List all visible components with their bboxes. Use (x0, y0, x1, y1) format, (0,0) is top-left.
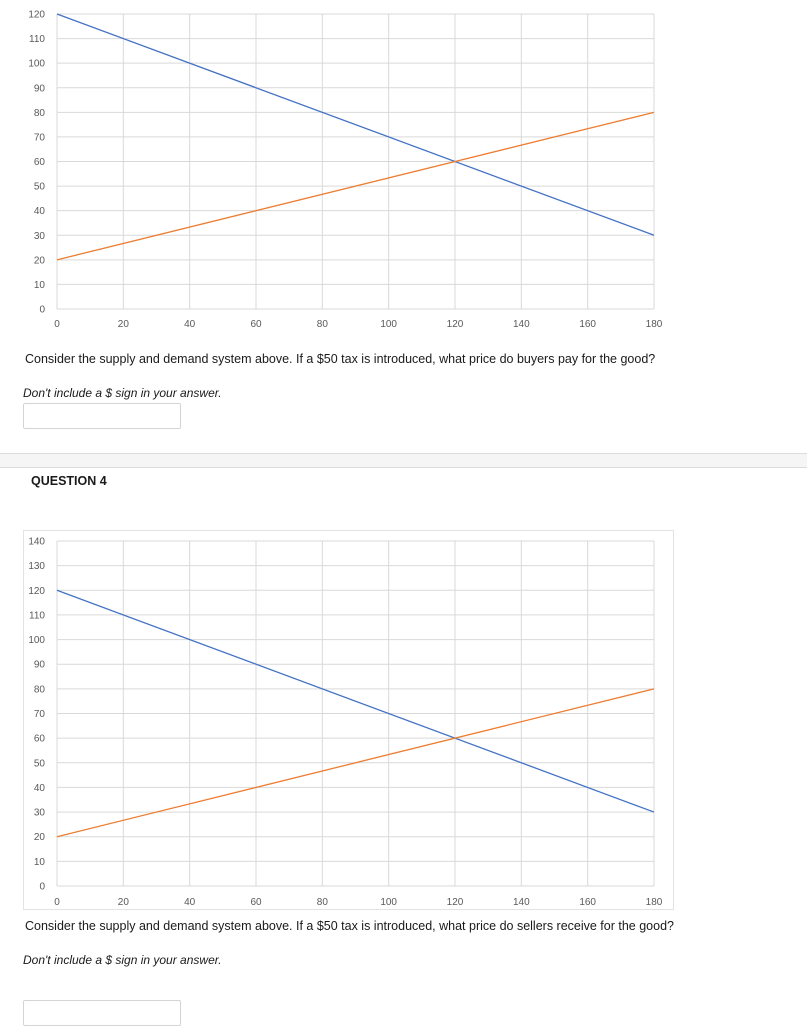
x-tick-label: 160 (579, 897, 596, 908)
x-tick-label: 0 (54, 897, 60, 908)
question-4-prompt: Consider the supply and demand system ab… (25, 919, 674, 933)
y-tick-label: 40 (34, 783, 46, 794)
y-tick-label: 20 (34, 255, 46, 266)
question-3-answer-field[interactable] (23, 403, 181, 429)
y-tick-label: 100 (28, 635, 45, 646)
supply-line (56, 111, 655, 261)
chart-1: 0 10 20 30 40 50 60 70 80 90 100 110 120 0 20 40 60 80 100… (28, 10, 663, 331)
x-tick-label: 140 (513, 319, 530, 330)
x-tick-label: 40 (184, 897, 196, 908)
x-tick-label: 180 (646, 319, 663, 330)
question-4-answer-field[interactable] (23, 1000, 181, 1026)
y-tick-label: 110 (29, 34, 45, 45)
x-tick-label: 20 (118, 897, 130, 908)
x-tick-label: 40 (184, 319, 196, 330)
y-tick-label: 80 (34, 684, 46, 695)
y-tick-label: 40 (34, 206, 46, 217)
y-tick-label: 140 (28, 537, 45, 548)
y-tick-label: 110 (29, 610, 45, 621)
y-tick-label: 20 (34, 832, 46, 843)
x-tick-label: 0 (54, 319, 60, 330)
y-tick-label: 80 (34, 108, 46, 119)
x-tick-label: 100 (380, 897, 397, 908)
y-tick-label: 0 (39, 305, 45, 316)
x-tick-label: 20 (118, 319, 130, 330)
y-tick-label: 70 (34, 132, 46, 143)
x-tick-label: 60 (250, 319, 262, 330)
y-tick-label: 10 (34, 857, 46, 868)
y-tick-label: 60 (34, 157, 46, 168)
x-tick-label: 80 (317, 897, 329, 908)
y-tick-label: 0 (39, 882, 45, 893)
y-tick-label: 90 (34, 83, 46, 94)
x-tick-label: 160 (579, 319, 596, 330)
chart-2-frame (23, 530, 674, 910)
y-tick-label: 50 (34, 758, 46, 769)
y-tick-label: 120 (28, 10, 45, 21)
question-3-prompt: Consider the supply and demand system ab… (25, 352, 656, 366)
question-3-instruction: Don't include a $ sign in your answer. (23, 386, 222, 400)
x-tick-label: 120 (447, 319, 464, 330)
y-tick-label: 90 (34, 660, 46, 671)
y-tick-label: 30 (34, 808, 46, 819)
y-tick-label: 70 (34, 709, 46, 720)
x-tick-label: 100 (380, 319, 397, 330)
supply-line (56, 688, 655, 838)
question-4-heading: QUESTION 4 (31, 474, 107, 488)
question-divider (0, 453, 807, 468)
x-tick-label: 60 (250, 897, 262, 908)
demand-line (56, 13, 655, 236)
y-tick-label: 30 (34, 231, 46, 242)
y-tick-label: 120 (28, 586, 45, 597)
chart-2: 0 10 20 30 40 50 60 70 80 90 100 110 120 130 140 0 20 40 6… (28, 537, 663, 909)
demand-line (56, 589, 655, 813)
y-tick-label: 60 (34, 734, 46, 745)
x-tick-label: 80 (317, 319, 329, 330)
x-tick-label: 180 (646, 897, 663, 908)
y-tick-label: 100 (28, 59, 45, 70)
x-tick-label: 140 (513, 897, 530, 908)
question-4-instruction: Don't include a $ sign in your answer. (23, 953, 222, 967)
y-tick-label: 130 (28, 561, 45, 572)
y-tick-label: 50 (34, 182, 46, 193)
y-tick-label: 10 (34, 280, 46, 291)
x-tick-label: 120 (447, 897, 464, 908)
